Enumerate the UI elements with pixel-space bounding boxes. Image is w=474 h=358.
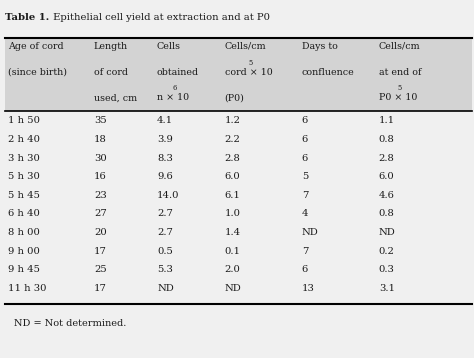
Text: 20: 20 xyxy=(94,228,107,237)
Text: 6: 6 xyxy=(302,265,308,274)
Text: ND: ND xyxy=(157,284,174,293)
Text: 6.0: 6.0 xyxy=(225,172,240,181)
Text: 7: 7 xyxy=(302,247,308,256)
Text: 6.1: 6.1 xyxy=(225,191,241,200)
Text: 8 h 00: 8 h 00 xyxy=(8,228,39,237)
Text: 23: 23 xyxy=(94,191,107,200)
Text: 2.8: 2.8 xyxy=(225,154,241,163)
Text: ND: ND xyxy=(379,228,395,237)
Text: Cells/cm: Cells/cm xyxy=(225,42,266,51)
Text: n × 10: n × 10 xyxy=(157,93,189,102)
Text: 1.2: 1.2 xyxy=(225,116,241,125)
Text: 0.2: 0.2 xyxy=(379,247,395,256)
Text: 6: 6 xyxy=(302,135,308,144)
Text: 5: 5 xyxy=(302,172,308,181)
Text: 27: 27 xyxy=(94,209,107,218)
Text: 6: 6 xyxy=(302,154,308,163)
Text: (P0): (P0) xyxy=(225,93,245,102)
Text: Days to: Days to xyxy=(302,42,337,51)
Text: cord × 10: cord × 10 xyxy=(225,68,273,77)
Text: 6: 6 xyxy=(302,116,308,125)
Text: 14.0: 14.0 xyxy=(157,191,180,200)
Text: 4.6: 4.6 xyxy=(379,191,395,200)
Text: 35: 35 xyxy=(94,116,107,125)
Text: 2.0: 2.0 xyxy=(225,265,241,274)
Text: 3.1: 3.1 xyxy=(379,284,395,293)
Text: 17: 17 xyxy=(94,247,107,256)
Text: 6.0: 6.0 xyxy=(379,172,394,181)
Text: 25: 25 xyxy=(94,265,107,274)
Text: used, cm: used, cm xyxy=(94,93,137,102)
Text: Table 1.: Table 1. xyxy=(5,13,49,21)
Text: 1.4: 1.4 xyxy=(225,228,241,237)
Text: 1.1: 1.1 xyxy=(379,116,395,125)
Text: 1 h 50: 1 h 50 xyxy=(8,116,40,125)
Text: obtained: obtained xyxy=(157,68,199,77)
Text: 4: 4 xyxy=(302,209,308,218)
Text: Cells: Cells xyxy=(157,42,181,51)
Text: 0.8: 0.8 xyxy=(379,135,395,144)
Text: 11 h 30: 11 h 30 xyxy=(8,284,46,293)
Text: 9 h 00: 9 h 00 xyxy=(8,247,39,256)
Text: 5 h 45: 5 h 45 xyxy=(8,191,40,200)
Text: 3 h 30: 3 h 30 xyxy=(8,154,39,163)
Text: 6 h 40: 6 h 40 xyxy=(8,209,39,218)
Text: 6: 6 xyxy=(173,84,177,92)
Text: 5 h 30: 5 h 30 xyxy=(8,172,39,181)
Text: Cells/cm: Cells/cm xyxy=(379,42,420,51)
Text: ND: ND xyxy=(302,228,319,237)
Text: 18: 18 xyxy=(94,135,107,144)
Text: 5.3: 5.3 xyxy=(157,265,173,274)
Text: 0.8: 0.8 xyxy=(379,209,395,218)
Text: 13: 13 xyxy=(302,284,315,293)
Text: ND: ND xyxy=(225,284,241,293)
Text: 5: 5 xyxy=(397,84,401,92)
Text: of cord: of cord xyxy=(94,68,128,77)
Text: 7: 7 xyxy=(302,191,308,200)
Text: P0 × 10: P0 × 10 xyxy=(379,93,417,102)
Text: 4.1: 4.1 xyxy=(157,116,173,125)
Text: 2.7: 2.7 xyxy=(157,209,173,218)
Text: 9.6: 9.6 xyxy=(157,172,173,181)
Text: (since birth): (since birth) xyxy=(8,68,66,77)
Text: 0.5: 0.5 xyxy=(157,247,173,256)
Text: 9 h 45: 9 h 45 xyxy=(8,265,40,274)
Text: 0.1: 0.1 xyxy=(225,247,241,256)
Text: 2.2: 2.2 xyxy=(225,135,241,144)
Text: 2.8: 2.8 xyxy=(379,154,395,163)
Bar xyxy=(5,38,472,111)
Text: at end of: at end of xyxy=(379,68,421,77)
Text: 2 h 40: 2 h 40 xyxy=(8,135,40,144)
Text: 3.9: 3.9 xyxy=(157,135,173,144)
Text: 1.0: 1.0 xyxy=(225,209,241,218)
Text: 8.3: 8.3 xyxy=(157,154,173,163)
Text: 0.3: 0.3 xyxy=(379,265,395,274)
Text: 5: 5 xyxy=(248,59,252,67)
Text: 17: 17 xyxy=(94,284,107,293)
Text: 2.7: 2.7 xyxy=(157,228,173,237)
Text: ND = Not determined.: ND = Not determined. xyxy=(14,319,127,328)
Text: 30: 30 xyxy=(94,154,107,163)
Text: Epithelial cell yield at extraction and at P0: Epithelial cell yield at extraction and … xyxy=(50,13,270,21)
Text: Length: Length xyxy=(94,42,128,51)
Text: confluence: confluence xyxy=(302,68,355,77)
Text: Age of cord: Age of cord xyxy=(8,42,63,51)
Text: 16: 16 xyxy=(94,172,107,181)
